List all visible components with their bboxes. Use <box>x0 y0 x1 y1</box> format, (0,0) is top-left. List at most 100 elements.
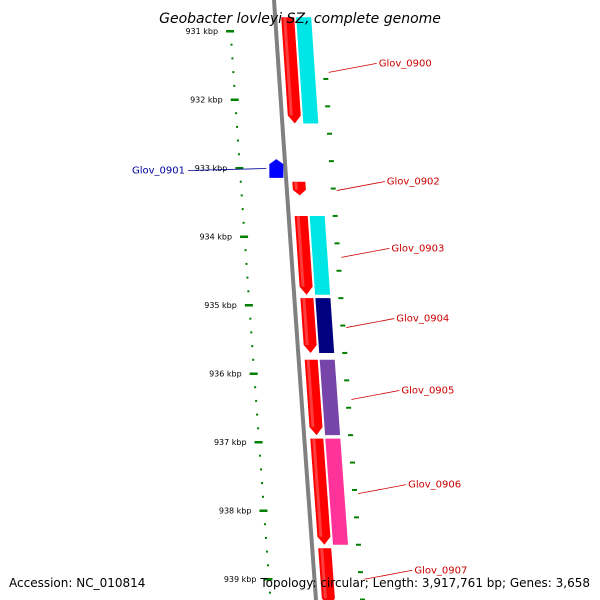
minor-tick <box>261 482 264 485</box>
major-tick <box>235 167 244 170</box>
gene-track <box>269 17 348 600</box>
minor-tick <box>235 112 238 115</box>
minor-tick <box>232 71 235 74</box>
minor-tick <box>247 290 250 293</box>
gene-label-Glov_0902[interactable]: Glov_0902 <box>387 177 440 188</box>
tick-label: 933 kbp <box>195 164 228 173</box>
minor-tick <box>261 495 264 498</box>
gene-category-band <box>315 298 335 353</box>
minor-tick <box>263 523 266 526</box>
gene-highlight <box>283 17 293 116</box>
gene-leader-line <box>336 181 385 191</box>
gene-category-band <box>325 438 348 545</box>
topology-text: Topology: circular; Length: 3,917,761 bp… <box>259 576 590 590</box>
gene-labels: Glov_0900 Glov_0901 Glov_0902 Glov_0903 Glov… <box>132 58 467 580</box>
minor-tick <box>251 345 254 348</box>
minor-tick <box>242 221 245 224</box>
track-tick <box>357 571 363 574</box>
gene-arrow-Glov_0902 <box>292 181 306 196</box>
tick-label: 936 kbp <box>209 370 242 379</box>
minor-tick <box>236 125 239 128</box>
gene-label-Glov_0900[interactable]: Glov_0900 <box>379 58 432 69</box>
gene-category-band <box>309 216 331 295</box>
gene-label-Glov_0905[interactable]: Glov_0905 <box>401 385 454 396</box>
gene-leader-line <box>346 318 395 328</box>
major-tick <box>264 578 273 581</box>
track-tick <box>355 543 361 546</box>
major-tick <box>226 30 235 33</box>
minor-tick <box>250 331 253 334</box>
gene-highlight <box>294 181 298 190</box>
gene-highlight <box>312 438 323 537</box>
major-tick <box>230 98 239 101</box>
minor-tick <box>239 180 242 183</box>
track-tick <box>334 242 340 245</box>
gene-highlight <box>296 216 305 287</box>
minor-tick <box>268 591 271 594</box>
gene-leader-line <box>351 390 400 400</box>
track-tick <box>336 269 342 272</box>
major-tick <box>240 235 249 238</box>
tick-label: 939 kbp <box>224 575 257 584</box>
track-tick <box>327 132 333 135</box>
tick-label: 934 kbp <box>199 233 232 242</box>
tick-label: 932 kbp <box>190 96 223 105</box>
gene-arrow-Glov_0901 <box>269 159 284 178</box>
track-tick <box>344 379 350 382</box>
minor-tick <box>266 564 269 567</box>
backbone-line <box>272 0 318 600</box>
tick-label: 935 kbp <box>204 301 237 310</box>
minor-tick <box>237 153 240 156</box>
track-tick <box>328 160 334 163</box>
minor-tick <box>257 427 260 430</box>
minor-tick <box>231 57 234 60</box>
track-tick <box>359 598 365 600</box>
minor-tick <box>246 276 249 279</box>
minor-tick <box>265 550 268 553</box>
major-tick <box>249 372 258 375</box>
minor-tick <box>256 413 259 416</box>
gene-label-Glov_0904[interactable]: Glov_0904 <box>396 314 449 325</box>
track-tick <box>353 516 359 519</box>
track-tick <box>342 351 348 354</box>
track-tick <box>330 187 336 190</box>
gene-category-band <box>296 17 319 124</box>
kbp-scale: 931 kbp 932 kbp 933 kbp 934 kbp 935 kbp 936 k… <box>185 27 365 600</box>
tick-label: 937 kbp <box>214 438 247 447</box>
major-tick <box>254 441 263 444</box>
gene-highlight <box>306 359 315 428</box>
track-tick <box>346 406 352 409</box>
minor-tick <box>240 194 243 197</box>
gene-highlight <box>302 298 309 345</box>
minor-tick <box>249 317 252 320</box>
track-tick <box>340 324 346 327</box>
accession-text: Accession: NC_010814 <box>9 576 145 590</box>
gene-leader-line <box>358 484 407 495</box>
minor-tick <box>255 399 258 402</box>
gene-arrow-Glov_0907 <box>318 548 335 600</box>
gene-category-band <box>319 359 341 436</box>
gene-highlight <box>320 548 327 599</box>
minor-tick <box>244 249 247 252</box>
tick-label: 938 kbp <box>219 507 252 516</box>
minor-tick <box>230 43 233 46</box>
minor-tick <box>245 262 248 265</box>
track-tick <box>348 434 354 437</box>
gene-label-Glov_0907[interactable]: Glov_0907 <box>414 565 467 576</box>
gene-leader-line <box>364 569 413 580</box>
gene-leader-line <box>187 168 267 171</box>
minor-tick <box>241 208 244 211</box>
gene-label-Glov_0906[interactable]: Glov_0906 <box>408 480 461 491</box>
major-tick <box>259 509 268 512</box>
minor-tick <box>254 386 257 389</box>
track-tick <box>323 77 329 80</box>
track-tick <box>332 214 338 217</box>
track-tick <box>325 105 331 108</box>
gene-label-Glov_0903[interactable]: Glov_0903 <box>391 243 444 254</box>
track-tick <box>338 297 344 300</box>
track-tick <box>350 461 356 464</box>
gene-leader-line <box>328 62 377 73</box>
gene-label-Glov_0901[interactable]: Glov_0901 <box>132 166 185 177</box>
minor-tick <box>233 84 236 87</box>
